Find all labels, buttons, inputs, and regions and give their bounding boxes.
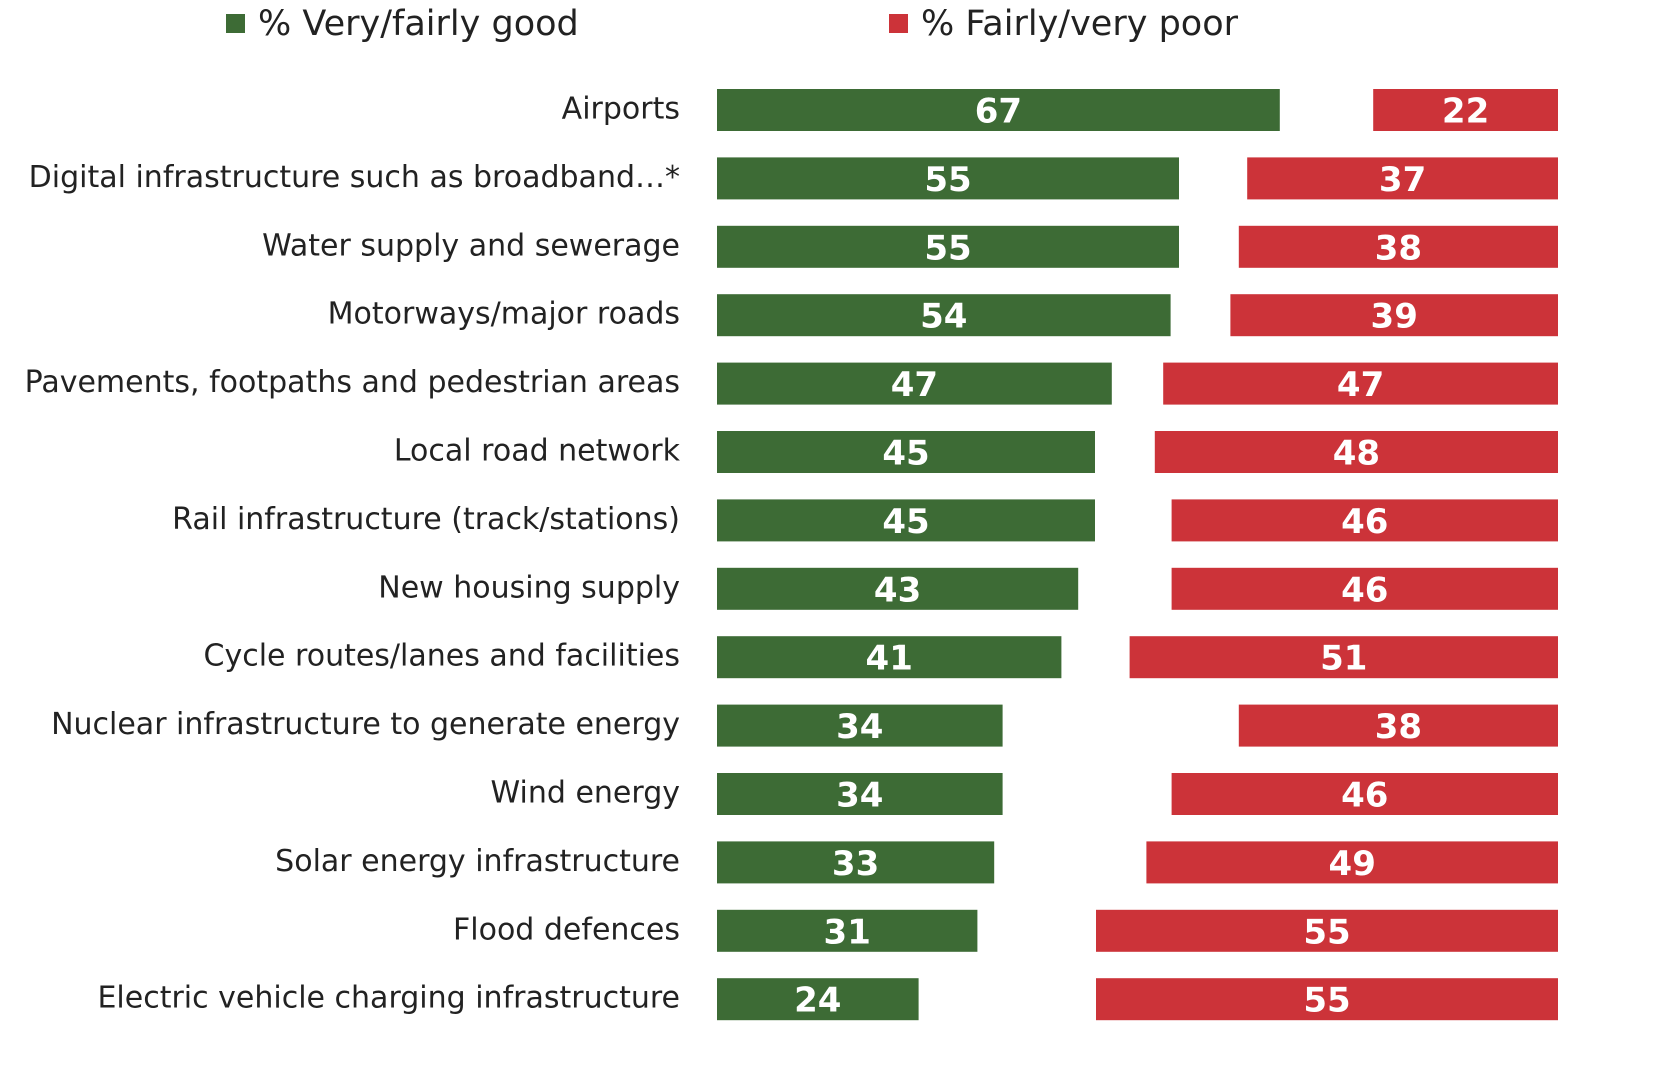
value-label: 55 (1303, 912, 1350, 952)
category-label: Rail infrastructure (track/stations) (172, 502, 680, 537)
bar (717, 841, 995, 884)
category-label: Pavements, footpaths and pedestrian area… (25, 365, 680, 400)
value-label: 55 (1303, 981, 1350, 1021)
category-label: New housing supply (378, 570, 680, 605)
value-label: 51 (1320, 639, 1367, 679)
category-label: Nuclear infrastructure to generate energ… (51, 707, 680, 742)
legend-label: % Very/fairly good (258, 4, 579, 44)
value-label: 22 (1442, 92, 1489, 132)
legend-swatch (889, 14, 908, 33)
bar (1238, 704, 1558, 747)
bar (717, 909, 978, 952)
bar (1163, 362, 1558, 405)
value-label: 34 (836, 707, 883, 747)
bar (717, 978, 919, 1021)
bar (717, 773, 1003, 815)
value-label: 46 (1341, 776, 1388, 816)
bar (1154, 431, 1558, 473)
bar (1171, 567, 1558, 610)
bar (1129, 636, 1558, 679)
bar (717, 499, 1095, 542)
category-label: Solar energy infrastructure (275, 844, 680, 879)
bar (1096, 909, 1558, 952)
legend-swatch (226, 14, 245, 33)
value-label: 54 (920, 297, 967, 337)
value-label: 34 (836, 776, 883, 816)
value-label: 31 (824, 912, 871, 952)
value-label: 38 (1375, 707, 1422, 747)
bar (717, 636, 1062, 679)
value-label: 48 (1333, 434, 1380, 474)
value-label: 55 (924, 160, 971, 200)
value-label: 43 (874, 570, 921, 610)
value-label: 41 (866, 639, 913, 679)
value-label: 47 (891, 365, 938, 405)
category-label: Motorways/major roads (328, 297, 680, 332)
bar (717, 225, 1179, 268)
value-label: 47 (1337, 365, 1384, 405)
value-label: 67 (975, 92, 1022, 132)
value-label: 45 (882, 502, 929, 542)
bar (717, 567, 1079, 610)
value-label: 37 (1379, 160, 1426, 200)
category-label: Cycle routes/lanes and facilities (204, 639, 680, 674)
bar (717, 294, 1171, 337)
bar (1096, 978, 1558, 1021)
bar (1247, 157, 1558, 200)
value-label: 24 (794, 981, 841, 1021)
bar (1146, 841, 1558, 884)
category-label: Local road network (394, 434, 681, 469)
value-label: 55 (924, 228, 971, 268)
value-label: 46 (1341, 502, 1388, 542)
bar (1171, 499, 1558, 542)
bar (717, 362, 1112, 405)
legend-label: % Fairly/very poor (921, 4, 1239, 44)
bar (717, 157, 1179, 200)
value-label: 39 (1371, 297, 1418, 337)
category-label: Wind energy (491, 776, 680, 811)
bar (717, 431, 1095, 473)
value-label: 45 (882, 434, 929, 474)
value-label: 38 (1375, 228, 1422, 268)
bar (717, 704, 1003, 747)
category-label: Airports (562, 92, 680, 127)
bar (1230, 294, 1558, 337)
bar (1373, 89, 1558, 131)
category-label: Digital infrastructure such as broadband… (29, 160, 680, 195)
bar (717, 89, 1280, 131)
value-label: 33 (832, 844, 879, 884)
bar (1238, 225, 1558, 268)
value-label: 46 (1341, 570, 1388, 610)
category-label: Water supply and sewerage (262, 228, 680, 263)
category-label: Flood defences (453, 912, 680, 947)
bar (1171, 773, 1558, 815)
category-label: Electric vehicle charging infrastructure (97, 981, 680, 1016)
value-label: 49 (1329, 844, 1376, 884)
